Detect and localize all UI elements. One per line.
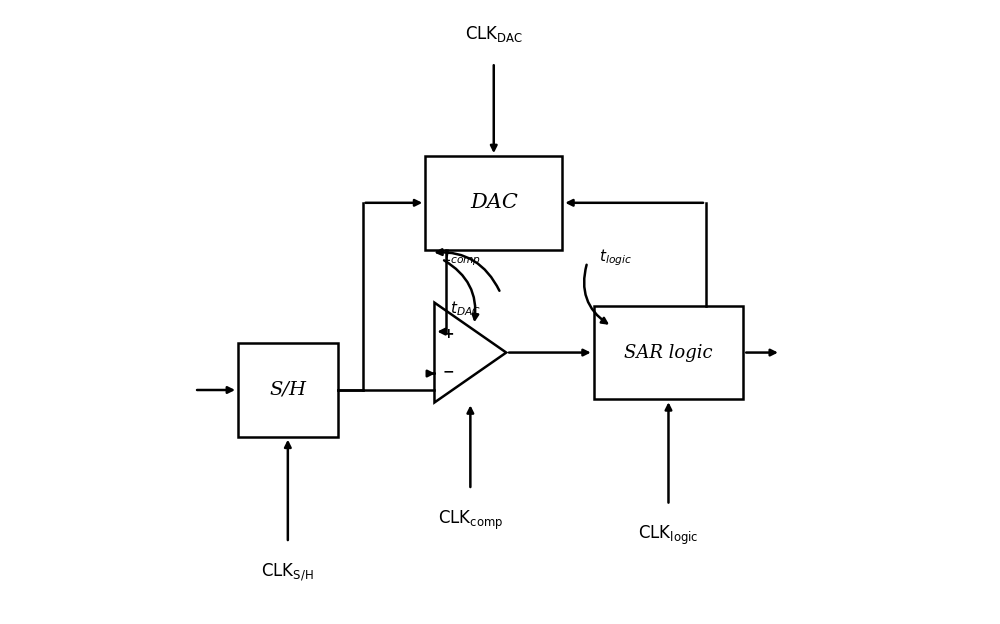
Text: +: + (442, 327, 454, 341)
Bar (238, 343, 338, 437)
Bar (425, 156, 562, 250)
Text: CLK$_{\mathregular{DAC}}$: CLK$_{\mathregular{DAC}}$ (465, 24, 523, 44)
Text: t$_{\mathregular{logic}}$: t$_{\mathregular{logic}}$ (599, 248, 632, 268)
Text: t$_{\mathregular{comp}}$: t$_{\mathregular{comp}}$ (444, 248, 481, 268)
Text: −: − (442, 364, 454, 378)
Bar (594, 306, 743, 399)
Text: SAR logic: SAR logic (624, 344, 713, 361)
Text: S/H: S/H (269, 381, 306, 399)
Text: CLK$_{\mathregular{logic}}$: CLK$_{\mathregular{logic}}$ (638, 524, 699, 547)
Text: CLK$_{\mathregular{comp}}$: CLK$_{\mathregular{comp}}$ (438, 509, 503, 532)
Text: DAC: DAC (470, 193, 518, 212)
Text: CLK$_{\mathregular{S/H}}$: CLK$_{\mathregular{S/H}}$ (261, 562, 314, 583)
Text: t$_{\mathregular{DAC}}$: t$_{\mathregular{DAC}}$ (450, 300, 481, 318)
